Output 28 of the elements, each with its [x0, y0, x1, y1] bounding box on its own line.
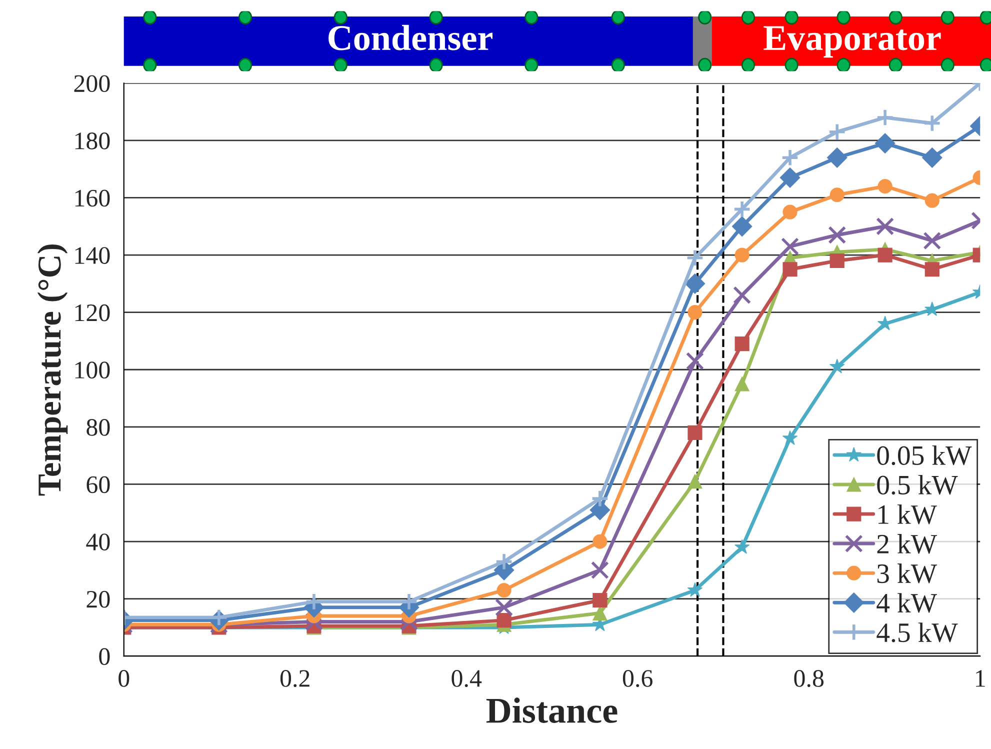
x-axis-title: Distance: [486, 698, 618, 723]
y-tick-label: 160: [75, 190, 110, 207]
legend-label: 0.05 kW: [877, 445, 972, 466]
y-tick-label: 140: [75, 247, 110, 264]
y-tick-label: 80: [86, 418, 110, 436]
y-tick-label: 200: [74, 75, 110, 92]
legend-label: 0.5 kW: [877, 474, 958, 495]
legend-label: 4.5 kW: [876, 622, 958, 642]
legend-label: 2 kW: [877, 534, 937, 554]
y-tick-label: 40: [86, 534, 110, 550]
x-tick-label: 0.6: [622, 670, 652, 688]
y-tick-label: 180: [75, 132, 110, 150]
x-tick-label: 0.8: [794, 670, 824, 688]
y-tick-label: 0: [99, 648, 110, 666]
x-tick-label: 0: [118, 670, 130, 687]
legend-label: 3 kW: [877, 564, 937, 584]
y-tick-label: 60: [86, 476, 110, 494]
x-tick-label: 0.2: [280, 670, 310, 688]
x-tick-label: 0.4: [452, 670, 482, 688]
x-tick-label: 1: [976, 670, 985, 687]
y-tick-label: 20: [86, 590, 110, 608]
y-tick-label: 120: [75, 304, 110, 322]
text: Condenser: [328, 24, 493, 50]
y-tick-label: 100: [75, 362, 110, 379]
legend-label: 4 kW: [876, 593, 937, 613]
legend-label: 1 kW: [878, 504, 937, 524]
y-axis-title: Temperature (°C): [37, 244, 68, 496]
text: Evaporator: [764, 26, 941, 58]
